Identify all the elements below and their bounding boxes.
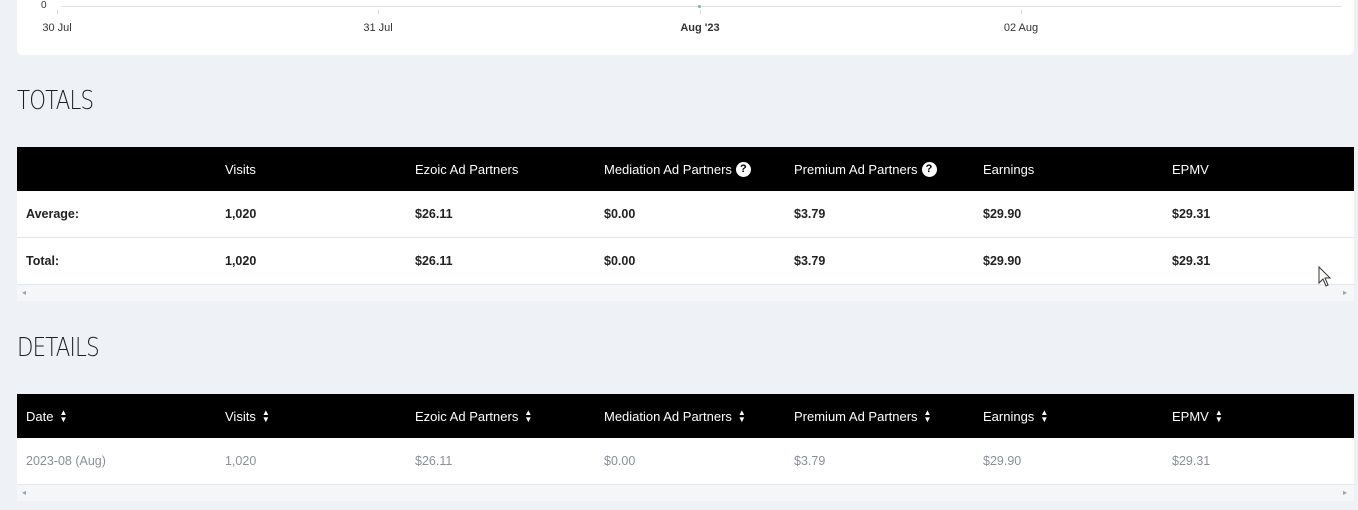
row-label: Average: (26, 207, 80, 221)
details-row: 2023-08 (Aug) 1,020 $26.11 $0.00 $3.79 $… (17, 438, 1354, 485)
details-table-header: Date ▲ ▼ Visits ▲ ▼ Ezoic Ad Partners ▲ ▼ M… (17, 394, 1354, 438)
totals-header-mediation: Mediation Ad Partners ? (604, 147, 751, 191)
x-tick (378, 10, 379, 14)
scroll-left-icon[interactable]: ◂ (22, 488, 27, 497)
details-header-ezoic-label: Ezoic Ad Partners (415, 408, 519, 424)
chart-card: 0 30 Jul 31 Jul Aug '23 02 Aug (17, 0, 1354, 55)
totals-table: Visits Ezoic Ad Partners Mediation Ad Pa… (17, 147, 1354, 301)
totals-header-epmv: EPMV (1172, 161, 1209, 177)
details-heading: DETAILS (17, 333, 100, 363)
details-header-mediation[interactable]: Mediation Ad Partners ▲ ▼ (604, 394, 746, 438)
details-header-earnings-label: Earnings (983, 408, 1035, 424)
details-header-visits-label: Visits (225, 408, 256, 424)
sort-icon[interactable]: ▲ ▼ (737, 408, 746, 424)
cell-ezoic: $26.11 (415, 207, 453, 221)
cell-earnings: $29.90 (983, 454, 1022, 468)
sort-icon[interactable]: ▲ ▼ (1214, 408, 1223, 424)
cell-visits: 1,020 (225, 454, 257, 468)
x-label-31-jul: 31 Jul (363, 22, 393, 34)
details-header-premium[interactable]: Premium Ad Partners ▲ ▼ (794, 394, 931, 438)
cell-earnings: $29.90 (983, 207, 1022, 221)
details-header-earnings[interactable]: Earnings ▲ ▼ (983, 394, 1048, 438)
cell-mediation: $0.00 (604, 207, 636, 221)
sort-icon[interactable]: ▲ ▼ (59, 408, 68, 424)
totals-header-premium: Premium Ad Partners ? (794, 147, 937, 191)
scroll-left-icon[interactable]: ◂ (22, 288, 27, 297)
details-header-epmv-label: EPMV (1172, 408, 1209, 424)
help-icon[interactable]: ? (735, 161, 751, 177)
mouse-cursor-icon (1318, 266, 1332, 287)
row-label: Total: (26, 254, 60, 268)
details-table: Date ▲ ▼ Visits ▲ ▼ Ezoic Ad Partners ▲ ▼ M… (17, 394, 1354, 501)
cell-date: 2023-08 (Aug) (26, 454, 106, 468)
chart-data-point[interactable] (698, 5, 701, 8)
details-header-mediation-label: Mediation Ad Partners (604, 408, 732, 424)
scroll-right-icon[interactable]: ▸ (1342, 288, 1347, 297)
cell-epmv: $29.31 (1172, 254, 1211, 268)
details-header-date-label: Date (26, 408, 54, 424)
totals-heading: TOTALS (17, 86, 94, 116)
sort-icon[interactable]: ▲ ▼ (524, 408, 533, 424)
totals-header-visits: Visits (225, 161, 256, 177)
totals-header-earnings: Earnings (983, 161, 1035, 177)
sort-icon[interactable]: ▲ ▼ (923, 408, 932, 424)
x-tick (57, 10, 58, 14)
chart-baseline (61, 6, 1342, 7)
totals-header-mediation-label: Mediation Ad Partners (604, 161, 732, 177)
cell-visits: 1,020 (225, 207, 257, 221)
help-icon[interactable]: ? (921, 161, 937, 177)
cell-ezoic: $26.11 (415, 254, 453, 268)
cell-earnings: $29.90 (983, 254, 1022, 268)
details-header-premium-label: Premium Ad Partners (794, 408, 918, 424)
x-label-30-jul: 30 Jul (42, 22, 72, 34)
cell-mediation: $0.00 (604, 254, 636, 268)
sort-icon[interactable]: ▲ ▼ (261, 408, 270, 424)
cell-premium: $3.79 (794, 254, 826, 268)
cell-epmv: $29.31 (1172, 454, 1211, 468)
totals-row-average: Average: 1,020 $26.11 $0.00 $3.79 $29.90… (17, 191, 1354, 238)
cell-epmv: $29.31 (1172, 207, 1211, 221)
scroll-right-icon[interactable]: ▸ (1342, 488, 1347, 497)
x-label-02-aug: 02 Aug (1003, 22, 1039, 34)
details-horizontal-scrollbar[interactable]: ◂ ▸ (17, 485, 1354, 501)
totals-header-premium-label: Premium Ad Partners (794, 161, 918, 177)
x-tick (700, 10, 701, 14)
y-axis-zero-label: 0 (41, 0, 47, 11)
cell-ezoic: $26.11 (415, 454, 453, 468)
details-header-ezoic[interactable]: Ezoic Ad Partners ▲ ▼ (415, 394, 532, 438)
cell-premium: $3.79 (794, 207, 826, 221)
totals-horizontal-scrollbar[interactable]: ◂ ▸ (17, 285, 1354, 301)
totals-row-total: Total: 1,020 $26.11 $0.00 $3.79 $29.90 $… (17, 238, 1354, 285)
x-label-aug-23: Aug '23 (680, 22, 720, 34)
details-header-epmv[interactable]: EPMV ▲ ▼ (1172, 394, 1223, 438)
totals-table-header: Visits Ezoic Ad Partners Mediation Ad Pa… (17, 147, 1354, 191)
x-tick (1021, 10, 1022, 14)
details-header-visits[interactable]: Visits ▲ ▼ (225, 394, 270, 438)
details-header-date[interactable]: Date ▲ ▼ (26, 394, 67, 438)
cell-premium: $3.79 (794, 454, 826, 468)
sort-icon[interactable]: ▲ ▼ (1040, 408, 1049, 424)
cell-visits: 1,020 (225, 254, 257, 268)
cell-mediation: $0.00 (604, 454, 636, 468)
totals-header-ezoic: Ezoic Ad Partners (415, 161, 519, 177)
